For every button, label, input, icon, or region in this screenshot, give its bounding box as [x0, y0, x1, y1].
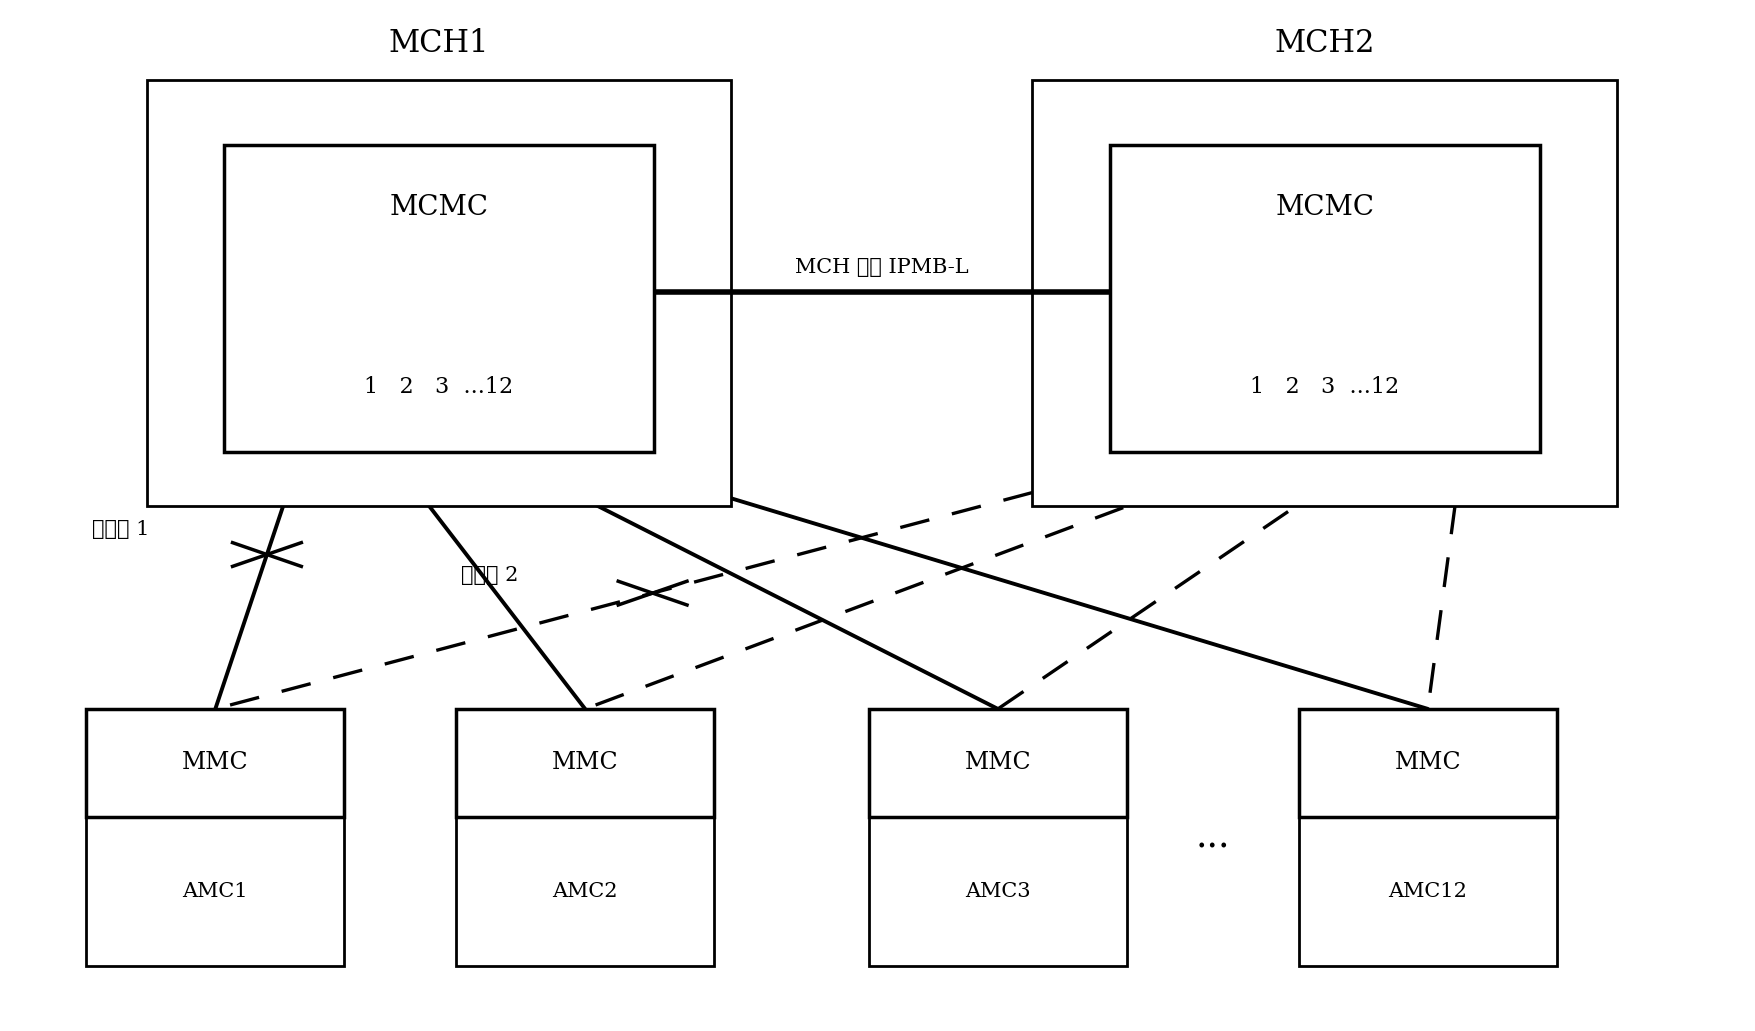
Text: MCMC: MCMC [390, 194, 488, 222]
Bar [86, 709, 344, 817]
Text: 故障点 1: 故障点 1 [91, 521, 149, 539]
Text: MCH2: MCH2 [1274, 28, 1374, 59]
Text: MCMC: MCMC [1276, 194, 1374, 222]
Text: MCH 互连 IPMB-L: MCH 互连 IPMB-L [795, 258, 969, 277]
Bar [86, 709, 344, 966]
Text: AMC12: AMC12 [1388, 883, 1467, 901]
Text: 1   2   3  ...12: 1 2 3 ...12 [1250, 376, 1399, 398]
Text: MCH1: MCH1 [388, 28, 490, 59]
Text: ...: ... [1195, 821, 1230, 855]
Text: MMC: MMC [965, 752, 1032, 774]
Bar [1299, 709, 1557, 817]
Text: 1   2   3  ...12: 1 2 3 ...12 [365, 376, 514, 398]
Text: AMC1: AMC1 [183, 883, 247, 901]
Bar [869, 709, 1127, 817]
Text: MMC: MMC [551, 752, 618, 774]
Text: 故障点 2: 故障点 2 [460, 566, 518, 585]
Bar [869, 709, 1127, 966]
Bar [225, 144, 655, 452]
Bar [456, 709, 714, 966]
Bar [456, 709, 714, 817]
Text: MMC: MMC [183, 752, 249, 774]
Text: AMC3: AMC3 [965, 883, 1030, 901]
Bar [1299, 709, 1557, 966]
Text: MMC: MMC [1395, 752, 1462, 774]
Text: AMC2: AMC2 [553, 883, 618, 901]
Bar [147, 80, 732, 506]
Bar [1109, 144, 1539, 452]
Bar [1032, 80, 1616, 506]
